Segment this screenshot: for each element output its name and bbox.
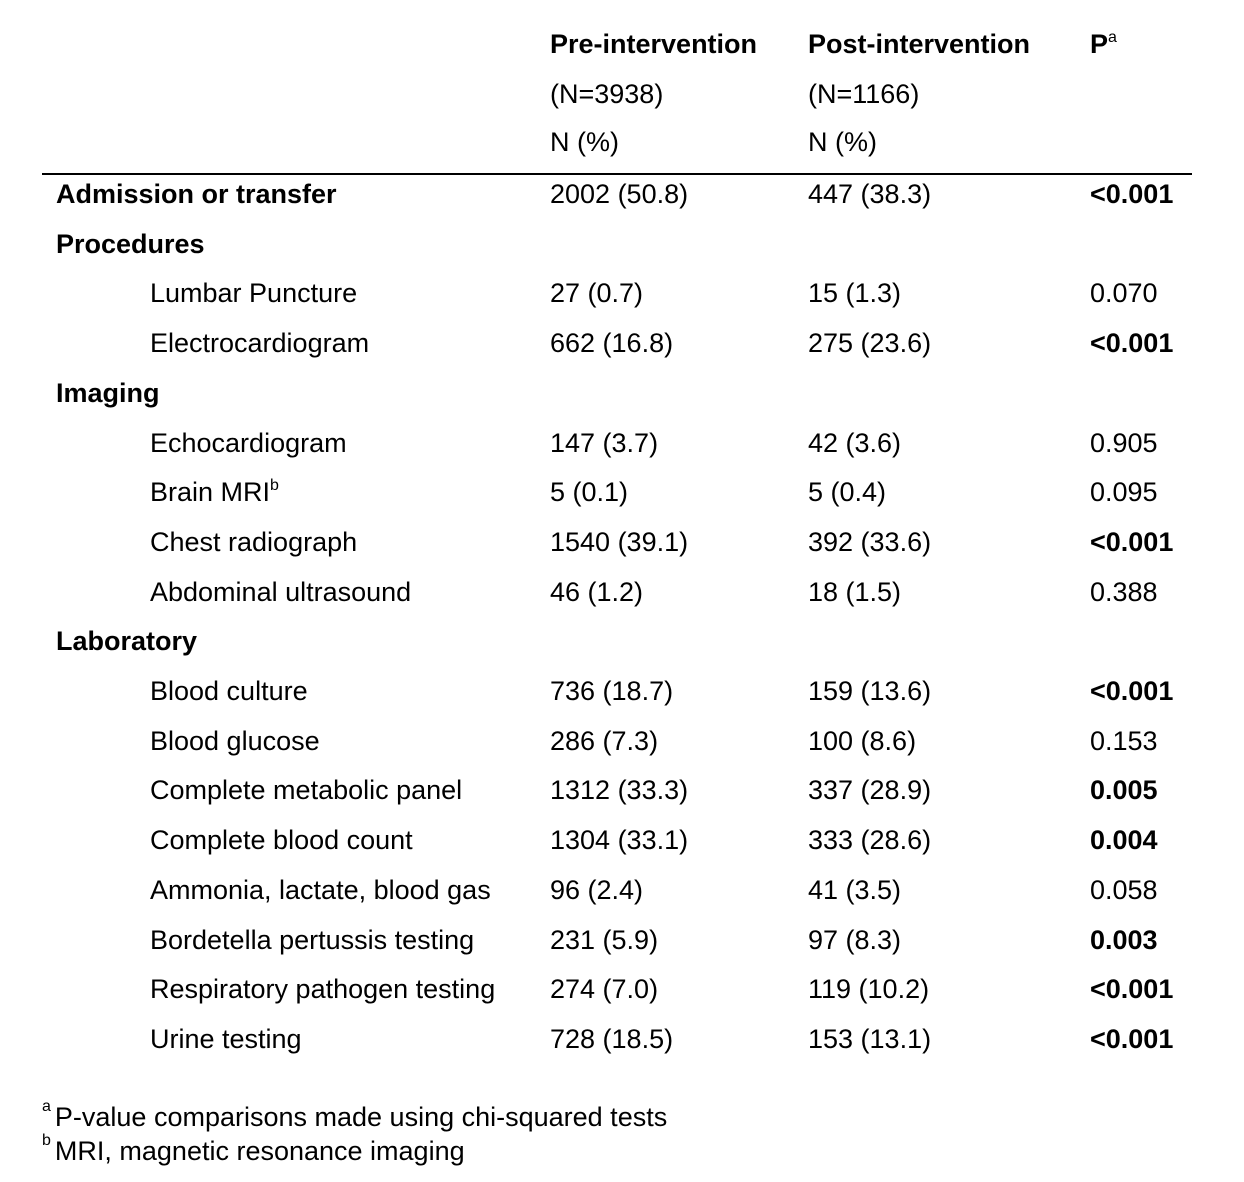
row-label-text: Imaging	[56, 377, 160, 408]
pre-value: 1312 (33.3)	[550, 775, 689, 806]
p-value: <0.001	[1090, 179, 1174, 209]
pre-value: 286 (7.3)	[550, 725, 659, 756]
row-label: Bordetella pertussis testing	[150, 919, 474, 961]
p-value: <0.001	[1090, 1023, 1174, 1054]
row-label: Abdominal ultrasound	[150, 571, 411, 613]
row-label-sup: b	[270, 477, 279, 495]
post-value: 15 (1.3)	[808, 278, 902, 309]
row-label-text: Laboratory	[56, 626, 198, 657]
row-label-text: Complete blood count	[150, 825, 413, 856]
row-label-text: Ammonia, lactate, blood gas	[150, 874, 491, 905]
row-label: Blood culture	[150, 670, 308, 712]
header-rule	[42, 173, 1192, 175]
row-label-text: Respiratory pathogen testing	[150, 974, 496, 1005]
post-value: 392 (33.6)	[808, 526, 932, 557]
p-value: 0.003	[1090, 924, 1158, 955]
row-label: Lumbar Puncture	[150, 272, 357, 314]
row-label-text: Bordetella pertussis testing	[150, 924, 475, 955]
row-label-text: Admission or transfer	[56, 179, 337, 209]
p-value: <0.001	[1090, 676, 1174, 706]
row-label-text: Chest radiograph	[150, 526, 358, 557]
footnote-a: a P-value comparisons made using chi-squa…	[42, 1098, 668, 1133]
post-value: 119 (10.2)	[808, 974, 930, 1005]
p-value: 0.153	[1090, 725, 1158, 756]
p-value: 0.388	[1090, 576, 1158, 607]
pre-value: 96 (2.4)	[550, 874, 644, 905]
pre-value: 1304 (33.1)	[550, 825, 689, 856]
row-label-text: Electrocardiogram	[150, 328, 370, 359]
pre-value: 736 (18.7)	[550, 676, 674, 706]
pre-value: 274 (7.0)	[550, 974, 659, 1005]
p-value: <0.001	[1090, 328, 1174, 359]
post-value: 447 (38.3)	[808, 179, 932, 209]
post-value: 41 (3.5)	[808, 874, 902, 905]
post-value: 100 (8.6)	[808, 725, 917, 756]
p-value-header-text: P	[1090, 29, 1109, 59]
footnote-a-text: P-value comparisons made using chi-squar…	[54, 1102, 668, 1132]
post-value: 5 (0.4)	[808, 477, 887, 508]
row-label: Ammonia, lactate, blood gas	[150, 869, 491, 911]
p-value: 0.005	[1090, 775, 1158, 806]
p-value: 0.004	[1090, 825, 1158, 856]
p-value: 0.070	[1090, 278, 1158, 309]
p-value-header-sup: a	[1108, 29, 1117, 46]
pre-value: 662 (16.8)	[550, 328, 674, 359]
pre-value: 728 (18.5)	[550, 1023, 674, 1054]
row-label-text: Blood glucose	[150, 725, 320, 756]
post-value: 337 (28.9)	[808, 775, 932, 806]
section-label: Admission or transfer	[56, 173, 337, 215]
p-value: 0.095	[1090, 477, 1158, 508]
pre-value: 147 (3.7)	[550, 427, 659, 458]
footnote-b-text: MRI, magnetic resonance imaging	[54, 1136, 465, 1166]
row-label-text: Complete metabolic panel	[150, 775, 463, 806]
p-value: 0.058	[1090, 874, 1158, 905]
row-label-text: Abdominal ultrasound	[150, 576, 412, 607]
row-label-text: Urine testing	[150, 1023, 302, 1054]
row-label-text: Blood culture	[150, 676, 308, 706]
post-intervention-header: Post-intervention	[808, 29, 1031, 59]
row-label: Blood glucose	[150, 720, 320, 762]
row-label: Respiratory pathogen testing	[150, 968, 495, 1010]
p-value: <0.001	[1090, 526, 1174, 557]
row-label: Urine testing	[150, 1018, 302, 1060]
row-label: Complete metabolic panel	[150, 769, 462, 811]
footnote-a-mark: a	[42, 1098, 51, 1115]
row-label-text: Lumbar Puncture	[150, 278, 358, 309]
post-value: 333 (28.6)	[808, 825, 932, 856]
row-label-text: Procedures	[56, 228, 205, 259]
p-value-header: Pa	[1090, 20, 1117, 68]
row-label: Brain MRIb	[150, 471, 279, 513]
post-value: 97 (8.3)	[808, 924, 902, 955]
post-intervention-unit: N (%)	[808, 127, 877, 157]
pre-intervention-n: (N=3938)	[550, 79, 664, 109]
pre-intervention-unit: N (%)	[550, 127, 619, 157]
pre-value: 27 (0.7)	[550, 278, 644, 309]
pre-value: 46 (1.2)	[550, 576, 644, 607]
section-label: Procedures	[56, 223, 205, 265]
row-label-text: Echocardiogram	[150, 427, 347, 458]
section-label: Laboratory	[56, 620, 197, 662]
post-value: 18 (1.5)	[808, 576, 902, 607]
row-label: Complete blood count	[150, 819, 413, 861]
p-value: 0.905	[1090, 427, 1158, 458]
pre-intervention-header: Pre-intervention	[550, 29, 758, 59]
row-label: Chest radiograph	[150, 521, 357, 563]
pre-value: 1540 (39.1)	[550, 526, 689, 557]
p-value: <0.001	[1090, 974, 1174, 1005]
post-value: 275 (23.6)	[808, 328, 932, 359]
row-label: Electrocardiogram	[150, 322, 369, 364]
row-label-text: Brain MRI	[150, 477, 271, 508]
row-label: Echocardiogram	[150, 422, 347, 464]
section-label: Imaging	[56, 372, 160, 414]
footnote-b: b MRI, magnetic resonance imaging	[42, 1132, 465, 1167]
pre-value: 231 (5.9)	[550, 924, 659, 955]
footnote-b-mark: b	[42, 1132, 51, 1149]
post-value: 159 (13.6)	[808, 676, 932, 706]
post-intervention-n: (N=1166)	[808, 79, 920, 109]
post-value: 153 (13.1)	[808, 1023, 932, 1054]
pre-value: 2002 (50.8)	[550, 179, 689, 209]
pre-value: 5 (0.1)	[550, 477, 629, 508]
post-value: 42 (3.6)	[808, 427, 902, 458]
